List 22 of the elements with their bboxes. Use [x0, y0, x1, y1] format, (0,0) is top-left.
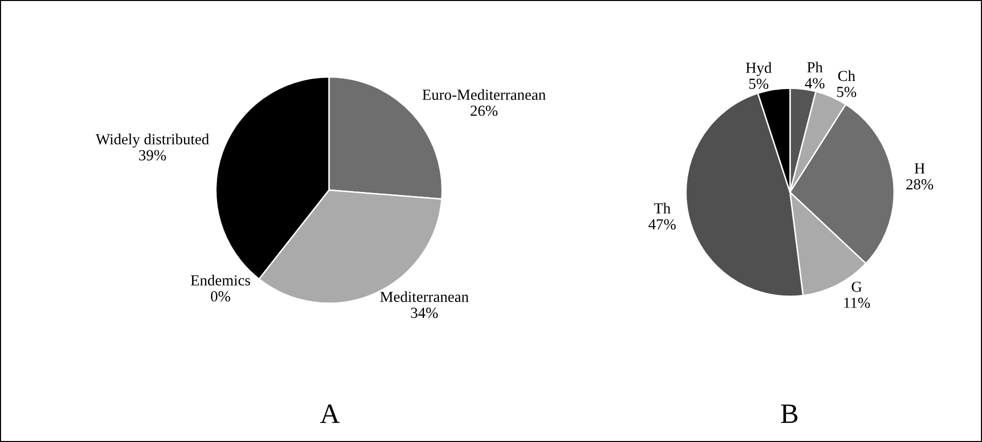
text: A: [320, 404, 340, 423]
data-label: 28%: [906, 179, 934, 190]
slice-label: G: [852, 282, 862, 292]
text: B: [781, 404, 798, 423]
slice-label: Euro-Mediterranean: [422, 89, 546, 100]
category-label: Endemics: [190, 274, 250, 286]
slice-label: Th: [654, 202, 671, 214]
data-label: 4%: [804, 78, 824, 88]
slice-label: Ch: [838, 70, 856, 82]
data-label: 47%: [648, 219, 676, 230]
slice-label: Widely distributed: [96, 134, 210, 148]
data-label: 11%: [844, 298, 870, 308]
slice-label: Hyd: [746, 62, 772, 76]
slice-label: Mediterranean: [380, 291, 469, 302]
text: 0%: [210, 291, 230, 302]
data-label: 5%: [837, 86, 856, 98]
data-label: 26%: [470, 106, 498, 116]
data-label: 34%: [411, 308, 438, 318]
data-label: 39%: [139, 150, 166, 160]
slice-label: Ph: [807, 62, 823, 72]
data-label: 5%: [749, 78, 768, 90]
slice-label: H: [914, 163, 925, 174]
